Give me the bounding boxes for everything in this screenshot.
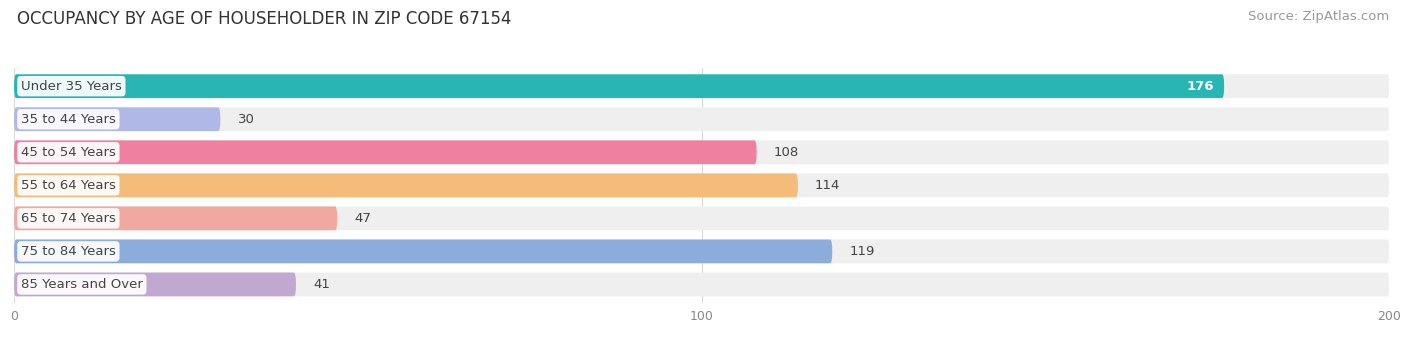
Text: 41: 41 (314, 278, 330, 291)
FancyBboxPatch shape (14, 273, 295, 296)
Text: 30: 30 (238, 113, 254, 126)
Text: 119: 119 (849, 245, 875, 258)
Text: 55 to 64 Years: 55 to 64 Years (21, 179, 115, 192)
Text: 65 to 74 Years: 65 to 74 Years (21, 212, 115, 225)
Text: Source: ZipAtlas.com: Source: ZipAtlas.com (1249, 10, 1389, 23)
Text: 176: 176 (1187, 80, 1213, 93)
Text: 114: 114 (815, 179, 841, 192)
FancyBboxPatch shape (14, 74, 1225, 98)
Text: 85 Years and Over: 85 Years and Over (21, 278, 143, 291)
Text: 108: 108 (773, 146, 799, 159)
FancyBboxPatch shape (14, 107, 1389, 131)
FancyBboxPatch shape (14, 206, 1389, 230)
Text: 35 to 44 Years: 35 to 44 Years (21, 113, 115, 126)
FancyBboxPatch shape (14, 206, 337, 230)
FancyBboxPatch shape (14, 140, 1389, 164)
FancyBboxPatch shape (14, 107, 221, 131)
Text: 75 to 84 Years: 75 to 84 Years (21, 245, 115, 258)
FancyBboxPatch shape (14, 239, 832, 263)
Text: 45 to 54 Years: 45 to 54 Years (21, 146, 115, 159)
Text: Under 35 Years: Under 35 Years (21, 80, 122, 93)
FancyBboxPatch shape (14, 273, 1389, 296)
FancyBboxPatch shape (14, 74, 1389, 98)
FancyBboxPatch shape (14, 173, 1389, 197)
FancyBboxPatch shape (14, 173, 797, 197)
Text: 47: 47 (354, 212, 371, 225)
FancyBboxPatch shape (14, 140, 756, 164)
Text: OCCUPANCY BY AGE OF HOUSEHOLDER IN ZIP CODE 67154: OCCUPANCY BY AGE OF HOUSEHOLDER IN ZIP C… (17, 10, 512, 28)
FancyBboxPatch shape (14, 239, 1389, 263)
